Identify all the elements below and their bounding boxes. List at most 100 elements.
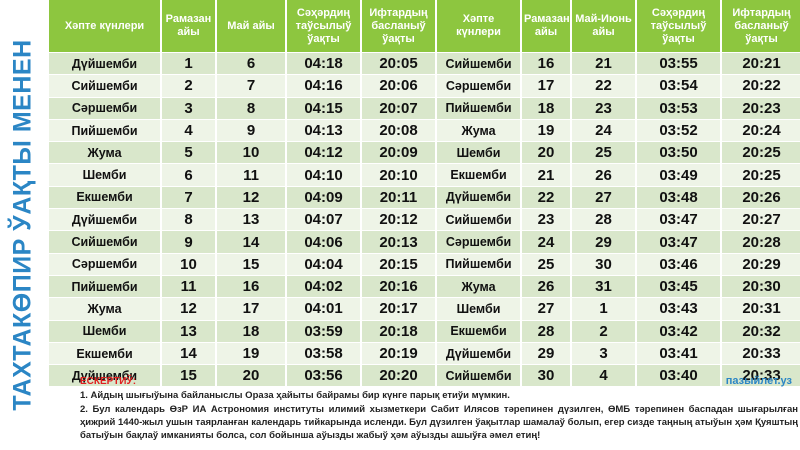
value-cell: 8	[215, 96, 286, 120]
weekday-cell: Дүйшемби	[47, 364, 161, 387]
site-name: пазыйлет.уз	[725, 375, 792, 387]
value-cell: 03:40	[635, 364, 721, 387]
value-cell: 20	[520, 141, 571, 164]
value-cell: 11	[215, 163, 286, 187]
column-header: Сәҳәрдиң таўсылыў ўақты	[285, 0, 361, 53]
column-header: Ифтардың басланыў ўақты	[360, 0, 436, 53]
value-cell: 20:16	[360, 274, 436, 298]
value-cell: 2	[160, 74, 216, 98]
weekday-cell: Сәршемби	[435, 74, 521, 98]
value-cell: 24	[570, 118, 636, 142]
weekday-cell: Жума	[435, 118, 521, 142]
value-cell: 24	[520, 230, 571, 254]
value-cell: 03:59	[285, 319, 361, 343]
value-cell: 20:25	[720, 141, 800, 164]
value-cell: 04:15	[285, 96, 361, 120]
value-cell: 10	[160, 252, 216, 276]
value-cell: 20:06	[360, 74, 436, 98]
column-header: Ифтардың басланыў ўақты	[720, 0, 800, 53]
table-body: Дүйшемби 1 6 04:18 20:05 Сийшемби 16 21 03:55 20:…	[47, 51, 800, 387]
value-cell: 04:06	[285, 230, 361, 254]
value-cell: 03:56	[285, 364, 361, 387]
value-cell: 04:13	[285, 118, 361, 142]
value-cell: 23	[570, 96, 636, 120]
value-cell: 30	[570, 252, 636, 276]
value-cell: 1	[570, 297, 636, 321]
weekday-cell: Дүйшемби	[47, 208, 161, 231]
value-cell: 7	[215, 74, 286, 98]
value-cell: 30	[520, 364, 571, 387]
weekday-cell: Сийшемби	[47, 74, 161, 98]
weekday-cell: Шемби	[47, 319, 161, 343]
column-header: Май айы	[215, 0, 286, 53]
value-cell: 20:19	[360, 341, 436, 365]
value-cell: 04:04	[285, 252, 361, 276]
value-cell: 9	[160, 230, 216, 254]
weekday-cell: Екшемби	[47, 341, 161, 365]
value-cell: 10	[215, 141, 286, 164]
value-cell: 31	[570, 274, 636, 298]
value-cell: 13	[215, 208, 286, 231]
column-header: Сәҳәрдиң таўсылыў ўақты	[635, 0, 721, 53]
notes-title: ЕСКЕРТИЎ:	[80, 376, 137, 387]
weekday-cell: Шемби	[435, 141, 521, 164]
table-row: Дүйшемби 1 6 04:18 20:05 Сийшемби 16 21 03:55 20:…	[47, 51, 800, 75]
value-cell: 20:25	[720, 163, 800, 187]
weekday-cell: Екшемби	[435, 163, 521, 187]
value-cell: 20:09	[360, 141, 436, 164]
value-cell: 20:07	[360, 96, 436, 120]
value-cell: 22	[520, 185, 571, 209]
value-cell: 20:26	[720, 185, 800, 209]
value-cell: 19	[520, 118, 571, 142]
value-cell: 20:22	[720, 74, 800, 98]
value-cell: 18	[520, 96, 571, 120]
weekday-cell: Сийшемби	[435, 364, 521, 387]
value-cell: 20	[215, 364, 286, 387]
weekday-cell: Жума	[47, 141, 161, 164]
value-cell: 17	[520, 74, 571, 98]
value-cell: 18	[215, 319, 286, 343]
value-cell: 6	[215, 51, 286, 75]
value-cell: 03:47	[635, 208, 721, 231]
value-cell: 20:18	[360, 319, 436, 343]
value-cell: 3	[570, 341, 636, 365]
value-cell: 04:12	[285, 141, 361, 164]
value-cell: 20:29	[720, 252, 800, 276]
weekday-cell: Екшемби	[435, 319, 521, 343]
value-cell: 04:09	[285, 185, 361, 209]
value-cell: 20:12	[360, 208, 436, 231]
header-row: Хәпте күнлери Рамазан айы Май айы Сәҳәрдиң …	[47, 0, 800, 53]
value-cell: 20:33	[720, 364, 800, 387]
value-cell: 20:17	[360, 297, 436, 321]
value-cell: 20:13	[360, 230, 436, 254]
notes: ЕСКЕРТИЎ: пазыйлет.уз 1. Айдың шығыўына …	[80, 375, 798, 442]
table-row: Сәршемби 3 8 04:15 20:07 Пийшемби 18 23 03:53 20:…	[47, 96, 800, 120]
weekday-cell: Жума	[47, 297, 161, 321]
value-cell: 03:58	[285, 341, 361, 365]
value-cell: 21	[570, 51, 636, 75]
value-cell: 8	[160, 208, 216, 231]
value-cell: 03:41	[635, 341, 721, 365]
value-cell: 5	[160, 141, 216, 164]
weekday-cell: Жума	[435, 274, 521, 298]
value-cell: 04:01	[285, 297, 361, 321]
side-banner: ТАХТАКӨПИР ЎАҚТЫ МЕНЕН	[0, 0, 46, 450]
value-cell: 04:07	[285, 208, 361, 231]
value-cell: 20:11	[360, 185, 436, 209]
value-cell: 03:52	[635, 118, 721, 142]
value-cell: 03:53	[635, 96, 721, 120]
table-row: Пийшемби 4 9 04:13 20:08 Жума 19 24 03:52 20:24	[47, 118, 800, 142]
value-cell: 2	[570, 319, 636, 343]
value-cell: 22	[570, 74, 636, 98]
weekday-cell: Сәршемби	[47, 252, 161, 276]
value-cell: 7	[160, 185, 216, 209]
value-cell: 15	[160, 364, 216, 387]
value-cell: 6	[160, 163, 216, 187]
table-row: Екшемби 7 12 04:09 20:11 Дүйшемби 22 27 03:48 20:…	[47, 185, 800, 209]
value-cell: 20:05	[360, 51, 436, 75]
table-row: Сийшемби 2 7 04:16 20:06 Сәршемби 17 22 03:54 20:…	[47, 74, 800, 98]
value-cell: 27	[570, 185, 636, 209]
value-cell: 03:49	[635, 163, 721, 187]
value-cell: 20:31	[720, 297, 800, 321]
